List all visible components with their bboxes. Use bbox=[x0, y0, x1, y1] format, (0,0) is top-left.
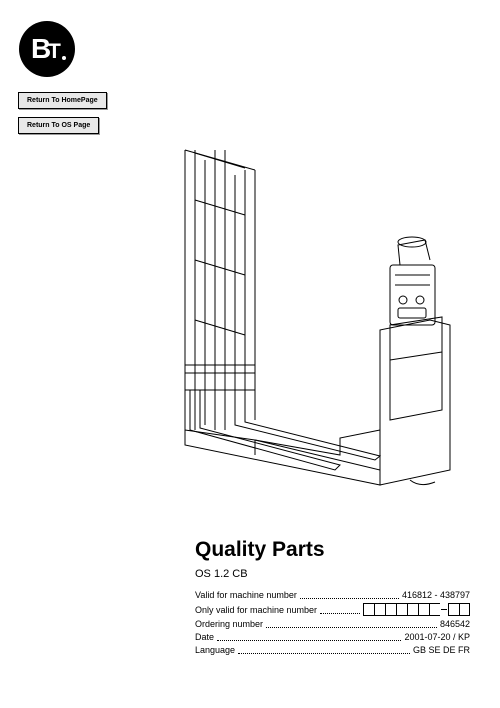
info-label: Date bbox=[195, 632, 214, 642]
dots-separator bbox=[238, 646, 410, 654]
info-label: Only valid for machine number bbox=[195, 605, 317, 615]
info-label: Valid for machine number bbox=[195, 590, 297, 600]
nav-buttons-container: Return To HomePage Return To OS Page bbox=[18, 92, 107, 142]
info-row-machine-number: Valid for machine number 416812 - 438797 bbox=[195, 590, 470, 600]
entry-boxes bbox=[363, 603, 470, 616]
info-row-only-valid: Only valid for machine number bbox=[195, 603, 470, 616]
info-row-date: Date 2001-07-20 / KP bbox=[195, 632, 470, 642]
info-value: 416812 - 438797 bbox=[402, 590, 470, 600]
content-section: Quality Parts OS 1.2 CB Valid for machin… bbox=[195, 538, 470, 658]
logo-t: T bbox=[48, 40, 61, 63]
dots-separator bbox=[266, 620, 437, 628]
dots-separator bbox=[300, 591, 399, 599]
info-value: GB SE DE FR bbox=[413, 645, 470, 655]
info-value: 2001-07-20 / KP bbox=[404, 632, 470, 642]
dots-separator bbox=[320, 606, 360, 614]
home-button[interactable]: Return To HomePage bbox=[18, 92, 107, 109]
info-row-language: Language GB SE DE FR bbox=[195, 645, 470, 655]
info-row-ordering: Ordering number 846542 bbox=[195, 619, 470, 629]
bt-logo: B T bbox=[18, 20, 76, 78]
os-page-button[interactable]: Return To OS Page bbox=[18, 117, 99, 134]
page-title: Quality Parts bbox=[195, 538, 470, 562]
info-value: 846542 bbox=[440, 619, 470, 629]
info-label: Language bbox=[195, 645, 235, 655]
info-label: Ordering number bbox=[195, 619, 263, 629]
model-subtitle: OS 1.2 CB bbox=[195, 568, 470, 580]
dots-separator bbox=[217, 633, 401, 641]
forklift-illustration bbox=[140, 130, 480, 500]
